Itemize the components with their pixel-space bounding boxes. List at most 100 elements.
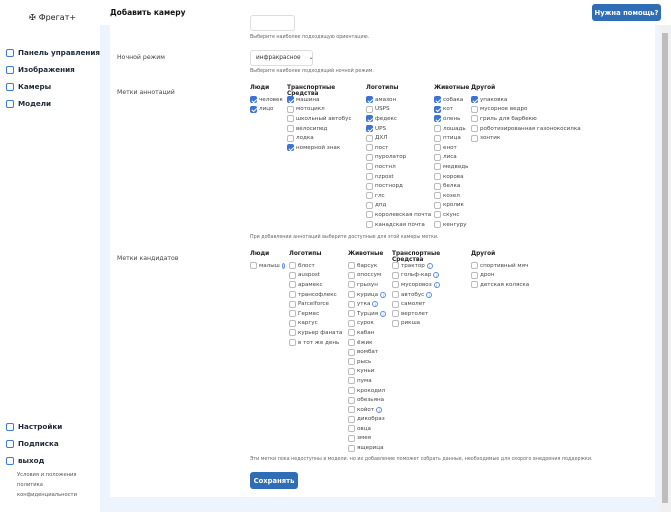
checkbox[interactable]	[348, 281, 355, 289]
logo[interactable]: ✠ Фрегат+	[29, 13, 76, 22]
sidebar-item-1[interactable]: Подписка	[6, 439, 59, 448]
label-option[interactable]: федекс	[366, 114, 429, 124]
checkbox[interactable]	[434, 201, 441, 209]
checkbox[interactable]	[392, 310, 399, 318]
label-option[interactable]: UPS	[366, 124, 429, 134]
label-option[interactable]: кролик	[434, 201, 466, 211]
label-option[interactable]: собака	[434, 95, 466, 105]
label-option[interactable]: постнл	[366, 162, 429, 172]
checkbox[interactable]	[434, 211, 441, 219]
checkbox[interactable]	[289, 271, 296, 279]
legal-link[interactable]: Условия и положения	[17, 472, 77, 478]
checkbox[interactable]	[348, 434, 355, 442]
help-button[interactable]: Нужна помощь?	[592, 4, 661, 21]
checkbox[interactable]	[434, 221, 441, 229]
checkbox[interactable]	[348, 319, 355, 327]
checkbox[interactable]	[392, 281, 399, 289]
label-option[interactable]: постнорд	[366, 181, 429, 191]
checkbox[interactable]	[287, 144, 294, 152]
sidebar-item-1[interactable]: Изображения	[6, 65, 75, 74]
info-icon[interactable]: i	[433, 272, 440, 279]
label-option[interactable]: ящерица	[348, 443, 387, 453]
checkbox[interactable]	[434, 115, 441, 123]
label-option[interactable]: вертолет	[392, 309, 466, 319]
label-option[interactable]: трансофлекс	[289, 290, 343, 300]
checkbox[interactable]	[287, 125, 294, 133]
label-option[interactable]: дпд	[366, 201, 429, 211]
checkbox[interactable]	[289, 339, 296, 347]
label-option[interactable]: куньи	[348, 367, 387, 377]
checkbox[interactable]	[434, 105, 441, 113]
orientation-select[interactable]	[250, 15, 295, 31]
label-option[interactable]: обезьяна	[348, 395, 387, 405]
label-option[interactable]: пуролатор	[366, 153, 429, 163]
sidebar-item-2[interactable]: Камеры	[6, 82, 51, 91]
checkbox[interactable]	[366, 182, 373, 190]
checkbox[interactable]	[366, 211, 373, 219]
label-option[interactable]: канадская почта	[366, 220, 429, 230]
checkbox[interactable]	[289, 310, 296, 318]
label-option[interactable]: самолет	[392, 299, 466, 309]
sidebar-item-0[interactable]: Панель управления	[6, 48, 100, 57]
label-option[interactable]: грызун	[348, 280, 387, 290]
label-option[interactable]: козел	[434, 191, 466, 201]
label-option[interactable]: nzpost	[366, 172, 429, 182]
label-option[interactable]: трактор i	[392, 261, 466, 271]
label-option[interactable]: Гермес	[289, 309, 343, 319]
label-option[interactable]: ДХЛ	[366, 133, 429, 143]
label-option[interactable]: амазон	[366, 95, 429, 105]
checkbox[interactable]	[348, 415, 355, 423]
label-option[interactable]: Parcelforce	[289, 299, 343, 309]
checkbox[interactable]	[434, 192, 441, 200]
checkbox[interactable]	[348, 300, 355, 308]
checkbox[interactable]	[348, 348, 355, 356]
checkbox[interactable]	[434, 144, 441, 152]
checkbox[interactable]	[348, 387, 355, 395]
checkbox[interactable]	[348, 425, 355, 433]
info-icon[interactable]: i	[426, 262, 433, 269]
checkbox[interactable]	[287, 105, 294, 113]
checkbox[interactable]	[392, 291, 399, 299]
checkbox[interactable]	[289, 300, 296, 308]
label-option[interactable]: лиса	[434, 153, 466, 163]
label-option[interactable]: опоссум	[348, 271, 387, 281]
label-option[interactable]: кот	[434, 105, 466, 115]
label-option[interactable]: детская коляска	[471, 280, 551, 290]
label-option[interactable]: в тот же день	[289, 338, 343, 348]
checkbox[interactable]	[471, 134, 478, 142]
checkbox[interactable]	[434, 182, 441, 190]
checkbox[interactable]	[366, 144, 373, 152]
scrollbar-thumb[interactable]	[662, 33, 668, 503]
label-option[interactable]: зонтик	[471, 133, 591, 143]
info-icon[interactable]: i	[426, 291, 433, 298]
checkbox[interactable]	[434, 173, 441, 181]
checkbox[interactable]	[392, 319, 399, 327]
label-option[interactable]: дрон	[471, 271, 551, 281]
checkbox[interactable]	[348, 377, 355, 385]
checkbox[interactable]	[250, 105, 257, 113]
info-icon[interactable]: i	[376, 406, 383, 413]
checkbox[interactable]	[366, 115, 373, 123]
label-option[interactable]: королевская почта	[366, 210, 431, 220]
checkbox[interactable]	[348, 339, 355, 347]
label-option[interactable]: мотоцикл	[287, 105, 361, 115]
label-option[interactable]: курица i	[348, 290, 387, 300]
checkbox[interactable]	[348, 262, 355, 270]
info-icon[interactable]: i	[281, 262, 285, 269]
legal-link[interactable]: политика	[17, 482, 43, 488]
label-option[interactable]: крокодил	[348, 386, 387, 396]
checkbox[interactable]	[366, 173, 373, 181]
checkbox[interactable]	[348, 310, 355, 318]
label-option[interactable]: змея	[348, 434, 387, 444]
label-option[interactable]: человек	[250, 95, 283, 105]
checkbox[interactable]	[471, 262, 478, 270]
label-option[interactable]: рысь	[348, 357, 387, 367]
label-option[interactable]: лодка	[287, 133, 361, 143]
checkbox[interactable]	[366, 105, 373, 113]
checkbox[interactable]	[348, 271, 355, 279]
label-option[interactable]: машина	[287, 95, 361, 105]
checkbox[interactable]	[289, 329, 296, 337]
label-option[interactable]: кабан	[348, 328, 387, 338]
checkbox[interactable]	[366, 192, 373, 200]
checkbox[interactable]	[471, 115, 478, 123]
